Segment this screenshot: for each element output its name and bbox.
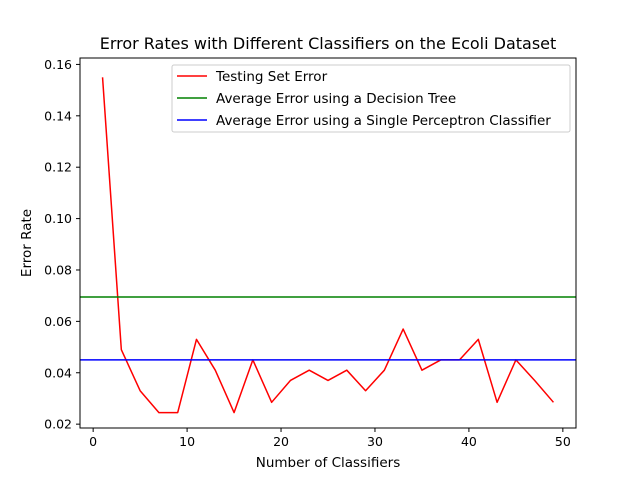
y-axis-label: Error Rate — [19, 209, 35, 277]
y-tick-label: 0.16 — [44, 57, 72, 72]
x-tick-label: 50 — [555, 434, 571, 449]
legend: Testing Set Error Average Error using a D… — [171, 64, 571, 133]
x-axis: 0 10 20 30 40 50 — [89, 428, 571, 449]
legend-box — [171, 64, 571, 133]
y-tick-label: 0.10 — [44, 211, 72, 226]
x-tick-label: 20 — [273, 434, 289, 449]
legend-label: Average Error using a Decision Tree — [216, 91, 456, 107]
y-tick-label: 0.14 — [44, 108, 72, 123]
y-tick-label: 0.04 — [44, 365, 72, 380]
x-axis-label: Number of Classifiers — [256, 455, 401, 471]
legend-label: Testing Set Error — [215, 69, 328, 85]
x-tick-label: 10 — [179, 434, 195, 449]
x-tick-label: 30 — [367, 434, 383, 449]
y-tick-label: 0.02 — [44, 417, 72, 432]
y-tick-label: 0.08 — [44, 262, 72, 277]
y-tick-label: 0.06 — [44, 314, 72, 329]
x-tick-label: 40 — [461, 434, 477, 449]
plot-area-frame — [79, 57, 577, 429]
y-axis: 0.02 0.04 0.06 0.08 0.10 0.12 0.14 0.16 — [44, 57, 80, 432]
y-tick-label: 0.12 — [44, 160, 72, 175]
chart-title: Error Rates with Different Classifiers o… — [100, 34, 557, 53]
plot-lines — [80, 77, 576, 414]
x-tick-label: 0 — [89, 434, 97, 449]
legend-label: Average Error using a Single Perceptron … — [216, 113, 551, 129]
